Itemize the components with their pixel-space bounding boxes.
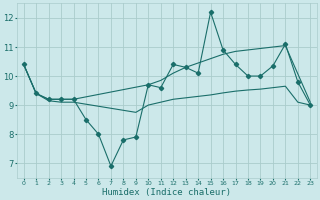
X-axis label: Humidex (Indice chaleur): Humidex (Indice chaleur) xyxy=(102,188,231,197)
